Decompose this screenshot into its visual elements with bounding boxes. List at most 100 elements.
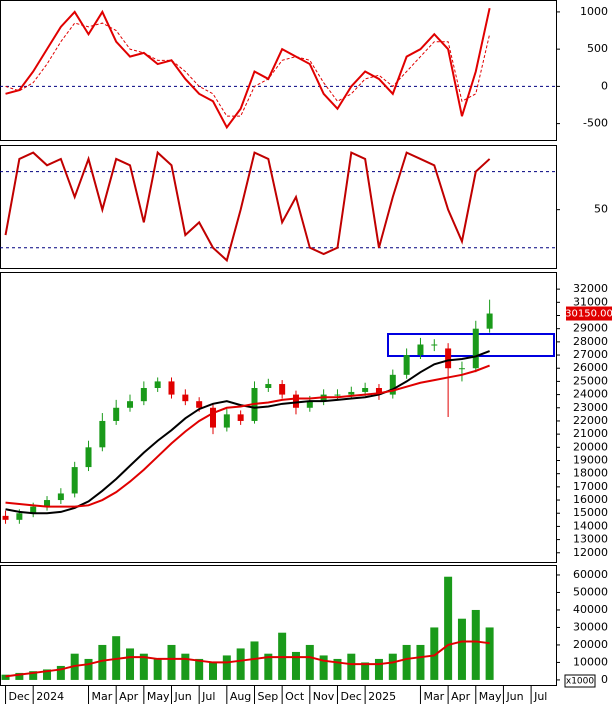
y-tick-label: 29000 bbox=[573, 322, 608, 335]
series-line bbox=[5, 364, 490, 508]
volume-bar bbox=[222, 655, 231, 680]
y-tick-label: 22000 bbox=[573, 414, 608, 427]
candle-body bbox=[389, 374, 396, 395]
candle-body bbox=[375, 388, 382, 395]
candle-body bbox=[140, 388, 147, 402]
y-tick-label: 26000 bbox=[573, 361, 608, 374]
y-tick-label: 24000 bbox=[573, 388, 608, 401]
candle-body bbox=[127, 401, 134, 408]
last-price-box bbox=[566, 306, 612, 321]
volume-bar bbox=[264, 653, 273, 680]
candle-body bbox=[334, 394, 341, 396]
y-tick-label: 18000 bbox=[573, 467, 608, 480]
x-tick-label: Dec bbox=[340, 690, 361, 703]
y-tick-label: 25000 bbox=[573, 374, 608, 387]
volume-bar bbox=[291, 651, 300, 680]
y-tick-label: 50000 bbox=[573, 585, 608, 598]
y-tick-label: 20000 bbox=[573, 440, 608, 453]
x-tick-label: Mar bbox=[423, 690, 444, 703]
y-tick-label: 0 bbox=[601, 79, 608, 92]
volume-bar bbox=[236, 648, 245, 680]
candle-body bbox=[16, 513, 23, 520]
y-tick-label: -500 bbox=[583, 117, 608, 130]
y-tick-label: 10000 bbox=[573, 655, 608, 668]
volume-bar bbox=[181, 653, 190, 680]
volume-bar bbox=[471, 609, 480, 680]
series-line bbox=[5, 640, 490, 678]
unit-label: x1000 bbox=[566, 677, 595, 687]
volume-bar bbox=[457, 618, 466, 680]
volume-bar bbox=[29, 671, 38, 680]
volume-bar bbox=[153, 658, 162, 680]
x-tick-label: Jun bbox=[505, 690, 523, 703]
volume-bar bbox=[43, 669, 52, 680]
volume-bar bbox=[319, 655, 328, 680]
y-tick-label: 14000 bbox=[573, 519, 608, 532]
y-tick-label: 13000 bbox=[573, 533, 608, 546]
candle-body bbox=[196, 401, 203, 408]
x-tick-label: Jul bbox=[201, 690, 215, 703]
x-tick-label: Aug bbox=[230, 690, 251, 703]
series-line bbox=[5, 350, 490, 515]
x-tick-label: Sep bbox=[257, 690, 278, 703]
y-tick-label: 30000 bbox=[573, 620, 608, 633]
y-tick-label: 1000 bbox=[580, 5, 608, 18]
volume-bar bbox=[98, 644, 107, 680]
x-tick-label: May bbox=[147, 690, 170, 703]
candle-body bbox=[417, 344, 424, 356]
y-tick-label: 50 bbox=[594, 203, 608, 216]
y-tick-label: 20000 bbox=[573, 638, 608, 651]
y-tick-label: 15000 bbox=[573, 506, 608, 519]
candle-body bbox=[279, 384, 286, 395]
volume-bar bbox=[1, 674, 10, 680]
volume-bar bbox=[388, 653, 397, 680]
candle-body bbox=[237, 414, 244, 421]
x-tick-label: 2025 bbox=[368, 690, 396, 703]
unit-box bbox=[564, 674, 596, 688]
candle-body bbox=[472, 328, 479, 369]
volume-bar bbox=[167, 644, 176, 680]
panel-frame bbox=[0, 145, 557, 269]
volume-bar bbox=[347, 653, 356, 680]
y-tick-label: 60000 bbox=[573, 568, 608, 581]
candle-body bbox=[168, 381, 175, 395]
volume-bar bbox=[361, 662, 370, 680]
candle-body bbox=[348, 391, 355, 395]
y-tick-label: 0 bbox=[601, 673, 608, 686]
volume-bar bbox=[139, 653, 148, 680]
volume-bar bbox=[250, 641, 259, 680]
series-line bbox=[5, 7, 491, 130]
volume-bar bbox=[126, 648, 135, 680]
x-tick-label: Dec bbox=[9, 690, 30, 703]
volume-bar bbox=[15, 672, 24, 680]
volume-bar bbox=[416, 644, 425, 680]
series-line bbox=[5, 22, 491, 117]
panel-frame bbox=[0, 0, 557, 141]
candle-body bbox=[71, 467, 78, 494]
candle-body bbox=[431, 344, 438, 346]
candle-body bbox=[486, 313, 493, 329]
volume-bar bbox=[374, 658, 383, 680]
y-tick-label: 23000 bbox=[573, 401, 608, 414]
candle-body bbox=[85, 447, 92, 468]
panel-frame bbox=[0, 272, 557, 563]
volume-bar bbox=[430, 627, 439, 680]
last-price-label: 30150.00 bbox=[565, 309, 612, 320]
x-tick-label: Mar bbox=[92, 690, 113, 703]
volume-bar bbox=[195, 658, 204, 680]
candle-body bbox=[362, 388, 369, 392]
candle-body bbox=[265, 384, 272, 388]
volume-bar bbox=[485, 627, 494, 680]
candle-body bbox=[403, 355, 410, 375]
volume-bar bbox=[402, 644, 411, 680]
volume-bar bbox=[305, 644, 314, 680]
y-tick-label: 12000 bbox=[573, 546, 608, 559]
volume-bar bbox=[208, 662, 217, 680]
x-tick-label: Oct bbox=[285, 690, 305, 703]
y-tick-label: 27000 bbox=[573, 348, 608, 361]
candle-body bbox=[99, 420, 106, 448]
y-tick-label: 40000 bbox=[573, 603, 608, 616]
x-tick-label: 2024 bbox=[36, 690, 64, 703]
